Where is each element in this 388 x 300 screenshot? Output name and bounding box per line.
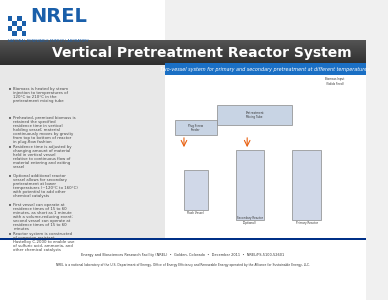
- Text: residence time in vertical: residence time in vertical: [13, 124, 63, 128]
- Bar: [0, 46, 366, 47]
- Bar: [7, 16, 12, 21]
- Text: •: •: [7, 145, 12, 151]
- Text: Energy and Biosciences Research Facility (NREL)  •  Golden, Colorado  •  Decembe: Energy and Biosciences Research Facility…: [81, 253, 285, 257]
- Text: •: •: [7, 174, 12, 180]
- Text: retained the specified: retained the specified: [13, 120, 56, 124]
- Text: second vessel can operate at: second vessel can operate at: [13, 219, 71, 223]
- Bar: [0, 238, 366, 300]
- Bar: [0, 61, 366, 62]
- Text: held in vertical vessel: held in vertical vessel: [13, 153, 56, 157]
- Bar: [17, 16, 22, 21]
- Text: •: •: [7, 116, 12, 122]
- Text: in plug-flow fashion: in plug-flow fashion: [13, 140, 52, 144]
- Bar: [0, 52, 366, 53]
- Bar: [165, 63, 366, 75]
- Bar: [0, 64, 366, 65]
- Text: of sulfuric acid, ammonia, and: of sulfuric acid, ammonia, and: [13, 244, 73, 248]
- Bar: [0, 49, 366, 50]
- Text: •: •: [7, 232, 12, 238]
- Text: changing amount of material: changing amount of material: [13, 149, 71, 153]
- Bar: [0, 65, 165, 240]
- Bar: [293, 150, 321, 220]
- Text: •: •: [7, 203, 12, 209]
- Bar: [0, 45, 366, 46]
- Bar: [0, 42, 366, 43]
- Text: Pretreatment
Mixing Tube: Pretreatment Mixing Tube: [246, 111, 264, 119]
- Text: Residence time is adjusted by: Residence time is adjusted by: [13, 145, 72, 149]
- Bar: [184, 170, 208, 210]
- Bar: [0, 59, 366, 60]
- Text: vessel: vessel: [13, 165, 25, 169]
- Bar: [217, 105, 293, 125]
- Bar: [0, 51, 366, 52]
- Bar: [22, 21, 26, 26]
- Text: NREL is a national laboratory of the U.S. Department of Energy, Office of Energy: NREL is a national laboratory of the U.S…: [56, 263, 310, 267]
- Text: Biomass Input
(Solids Feed): Biomass Input (Solids Feed): [325, 77, 345, 86]
- Bar: [7, 26, 12, 31]
- Bar: [236, 150, 264, 220]
- Text: of corrosion-resistant: of corrosion-resistant: [13, 236, 55, 240]
- Bar: [0, 63, 366, 64]
- Text: Biomass is heated by steam: Biomass is heated by steam: [13, 87, 68, 91]
- Text: injection to temperatures of: injection to temperatures of: [13, 91, 68, 95]
- Text: minutes, as short as 1 minute: minutes, as short as 1 minute: [13, 211, 72, 215]
- Text: Secondary Reactor
(Optional): Secondary Reactor (Optional): [237, 216, 263, 225]
- Bar: [0, 238, 366, 240]
- Text: Two-vessel system for primary and secondary pretreatment at different temperatur: Two-vessel system for primary and second…: [160, 67, 370, 71]
- Text: Hastelloy C-2000 to enable use: Hastelloy C-2000 to enable use: [13, 240, 74, 244]
- Text: Vertical Pretreatment Reactor System: Vertical Pretreatment Reactor System: [52, 46, 352, 60]
- Bar: [12, 31, 17, 36]
- Text: Reactor system is constructed: Reactor system is constructed: [13, 232, 72, 236]
- Text: Optional additional reactor: Optional additional reactor: [13, 174, 66, 178]
- Text: residence times of 15 to 60: residence times of 15 to 60: [13, 223, 67, 227]
- Bar: [0, 58, 366, 59]
- Text: Flash Vessel: Flash Vessel: [187, 211, 204, 215]
- Text: chemical catalysts: chemical catalysts: [13, 194, 49, 198]
- Bar: [0, 55, 366, 56]
- Text: minutes: minutes: [13, 227, 29, 231]
- Bar: [0, 54, 366, 55]
- Bar: [175, 120, 217, 135]
- Text: Plug Screw
Feeder: Plug Screw Feeder: [188, 124, 203, 132]
- Text: vessel allows for secondary: vessel allows for secondary: [13, 178, 67, 182]
- Text: continuously moves by gravity: continuously moves by gravity: [13, 132, 73, 136]
- Text: temperatures (~120°C to 160°C): temperatures (~120°C to 160°C): [13, 186, 78, 190]
- Bar: [12, 21, 17, 26]
- Text: NATIONAL RENEWABLE ENERGY LABORATORY: NATIONAL RENEWABLE ENERGY LABORATORY: [7, 39, 88, 43]
- Text: holding vessel; material: holding vessel; material: [13, 128, 60, 132]
- Bar: [0, 41, 366, 42]
- Bar: [0, 44, 366, 45]
- Bar: [0, 53, 366, 54]
- Text: pretreatment at lower: pretreatment at lower: [13, 182, 56, 186]
- Text: Primary Reactor: Primary Reactor: [296, 221, 318, 225]
- Bar: [165, 62, 366, 240]
- Bar: [0, 56, 366, 57]
- Bar: [0, 60, 366, 61]
- Bar: [0, 0, 165, 45]
- Text: residence times of 15 to 60: residence times of 15 to 60: [13, 207, 67, 211]
- Text: First vessel can operate at: First vessel can operate at: [13, 203, 65, 207]
- Bar: [0, 47, 366, 48]
- Bar: [0, 57, 366, 58]
- Text: material entering and exiting: material entering and exiting: [13, 161, 71, 165]
- Text: •: •: [7, 87, 12, 93]
- Text: other chemical catalysts: other chemical catalysts: [13, 248, 61, 252]
- Text: NREL: NREL: [30, 7, 87, 26]
- Text: with a volume-reducing event;: with a volume-reducing event;: [13, 215, 73, 219]
- Text: relative to continuous flow of: relative to continuous flow of: [13, 157, 71, 161]
- Bar: [0, 50, 366, 51]
- Bar: [22, 31, 26, 36]
- Text: 120°C to 210°C in the: 120°C to 210°C in the: [13, 95, 57, 99]
- Text: from top to bottom of reactor: from top to bottom of reactor: [13, 136, 71, 140]
- Text: Preheated, premixed biomass is: Preheated, premixed biomass is: [13, 116, 76, 120]
- Bar: [0, 40, 366, 65]
- Bar: [0, 43, 366, 44]
- Text: pretreatment mixing tube: pretreatment mixing tube: [13, 99, 64, 103]
- Bar: [17, 26, 22, 31]
- Bar: [0, 48, 366, 49]
- Text: with potential to add other: with potential to add other: [13, 190, 66, 194]
- Bar: [0, 62, 366, 63]
- Bar: [0, 40, 366, 41]
